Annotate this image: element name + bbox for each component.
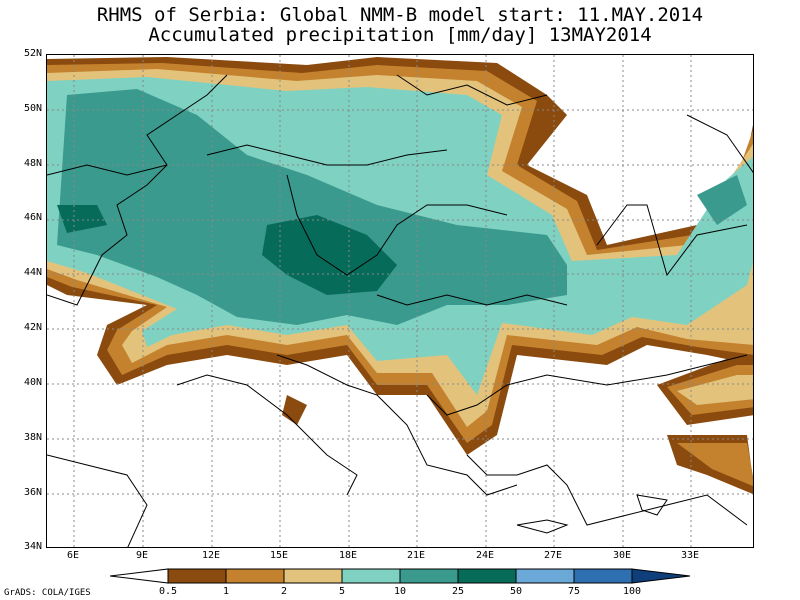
legend-swatch: [167, 568, 227, 584]
lon-label: 30E: [612, 550, 632, 561]
legend-label: 75: [567, 586, 581, 597]
precip-dark-teal-layer: [57, 205, 397, 295]
map-title: RHMS of Serbia: Global NMM-B model start…: [96, 4, 704, 26]
legend-swatch: [573, 568, 633, 584]
lat-label: 42N: [23, 322, 42, 333]
lat-label: 50N: [23, 103, 42, 114]
legend-label: 50: [509, 586, 523, 597]
lat-label: 40N: [23, 377, 42, 388]
lat-label: 48N: [23, 158, 42, 169]
legend-swatch-below: [110, 568, 169, 584]
credit-text: GrADS: COLA/IGES: [4, 588, 91, 598]
gridlines: [47, 55, 753, 547]
lon-label: 6E: [66, 550, 80, 561]
legend-swatch: [225, 568, 285, 584]
legend-label: 1: [222, 586, 230, 597]
map-subtitle: Accumulated precipitation [mm/day] 13MAY…: [148, 24, 652, 46]
lon-label: 15E: [269, 550, 289, 561]
lon-label: 24E: [475, 550, 495, 561]
lon-label: 27E: [543, 550, 563, 561]
legend-label: 10: [393, 586, 407, 597]
lat-label: 36N: [23, 487, 42, 498]
precip-teal-layer: [57, 89, 747, 325]
legend-swatch: [283, 568, 343, 584]
lon-label: 18E: [338, 550, 358, 561]
legend-label: 100: [622, 586, 642, 597]
legend-label: 5: [338, 586, 346, 597]
lat-label: 38N: [23, 432, 42, 443]
legend-swatches: [167, 568, 633, 584]
coastlines-and-borders: [47, 74, 753, 547]
legend-label: 0.5: [158, 586, 178, 597]
legend-swatch: [399, 568, 459, 584]
color-legend-bar: [110, 568, 691, 584]
lat-label: 34N: [23, 541, 42, 552]
legend-swatch-above: [631, 568, 691, 584]
legend-swatch: [457, 568, 517, 584]
lon-label: 21E: [406, 550, 426, 561]
lon-label: 33E: [680, 550, 700, 561]
precipitation-map: [46, 54, 754, 548]
map-canvas: [47, 55, 753, 547]
lat-label: 44N: [23, 267, 42, 278]
lat-label: 52N: [23, 48, 42, 59]
legend-swatch: [515, 568, 575, 584]
lon-label: 12E: [201, 550, 221, 561]
lon-label: 9E: [135, 550, 149, 561]
lat-label: 46N: [23, 212, 42, 223]
legend-swatch: [341, 568, 401, 584]
legend-label: 25: [451, 586, 465, 597]
legend-label: 2: [280, 586, 288, 597]
